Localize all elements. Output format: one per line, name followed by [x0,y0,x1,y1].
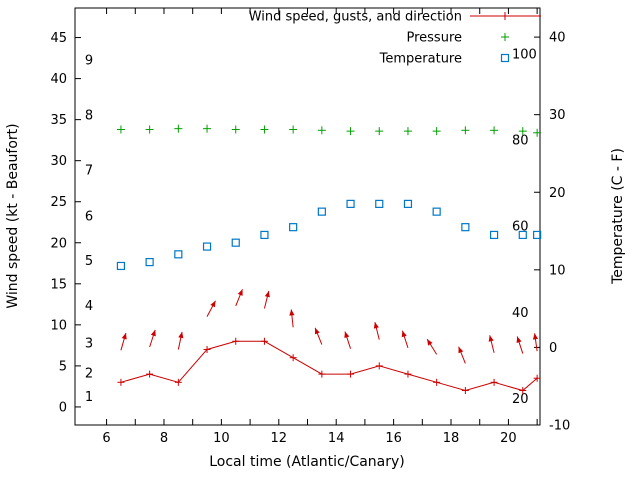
y-left-axis-title: Wind speed (kt - Beaufort) [5,123,21,308]
y-left-tick-label: 40 [50,72,67,87]
wind-direction-arrowhead [516,336,522,343]
wind-direction-arrowhead [344,331,350,339]
temperature-marker [403,199,413,208]
y-left-tick-label: 45 [50,31,67,46]
legend-item-label: Temperature [379,52,462,67]
x-tick-label: 8 [160,431,168,446]
legend-item-label: Pressure [406,31,462,46]
beaufort-scale-label: 4 [85,299,93,314]
temperature-marker [518,230,527,240]
beaufort-scale-label: 5 [85,254,93,269]
wind-direction-arrowhead [488,335,494,342]
y-right-tick-label: 0 [549,341,557,356]
wind-direction-arrowhead [532,333,539,340]
temperature-marker [461,223,470,232]
y-right-tick-label: 20 [549,186,566,201]
temperature-marker [174,250,183,259]
x-tick-label: 12 [271,431,288,446]
y-right-axis-title: Temperature (C - F) [610,148,626,285]
fahrenheit-scale-label: 80 [512,134,529,149]
wind-direction-arrowhead [150,329,156,337]
wind-direction-arrowhead [427,339,433,346]
beaufort-scale-label: 7 [85,164,93,179]
temperature-marker [533,230,542,240]
beaufort-scale-label: 8 [85,109,93,124]
wind-direction-arrowhead [210,300,216,308]
temperature-marker [231,238,240,247]
wind-direction-arrowhead [121,332,127,340]
x-tick-label: 10 [213,431,230,446]
temperature-marker [432,207,441,216]
y-right-tick-label: 40 [549,31,566,46]
wind-direction-arrowhead [458,346,464,354]
temperature-marker [375,199,384,208]
x-tick-label: 16 [385,431,402,446]
legend-sample-marker [500,53,510,63]
beaufort-scale-label: 9 [85,54,93,69]
plot-area: 6 8 10 12 14 16 18 20051015202530354045-1001020… [50,7,570,446]
x-tick-label: 14 [328,431,345,446]
y-left-tick-label: 35 [50,113,67,128]
temperature-marker [202,242,212,251]
wind-direction-arrowhead [264,290,270,298]
temperature-marker [489,230,499,240]
temperature-marker [317,207,326,216]
wind-direction-arrowhead [289,309,295,316]
beaufort-scale-label: 3 [85,337,93,352]
y-left-tick-label: 15 [50,277,67,292]
wind-direction-arrowhead [237,289,243,296]
x-axis-title: Local time (Atlantic/Canary) [209,454,405,470]
temperature-marker [145,257,154,267]
temperature-marker [346,199,355,208]
y-left-tick-label: 25 [50,195,67,210]
temperature-marker [289,223,298,232]
y-left-tick-label: 30 [50,154,67,169]
y-right-tick-label: 30 [549,108,566,123]
y-left-tick-label: 5 [59,359,67,374]
beaufort-scale-label: 1 [85,390,93,405]
plot-border [74,7,541,426]
y-right-tick-label: 10 [549,263,566,278]
fahrenheit-scale-label: 40 [512,306,529,321]
y-left-tick-label: 20 [50,236,67,251]
legend-item-label: Wind speed, gusts, and direction [249,10,462,25]
wind-speed-line [120,340,538,392]
x-tick-label: 20 [500,431,517,446]
wind-direction-arrowhead [401,330,407,338]
x-tick-label: 6 [102,431,110,446]
y-left-tick-label: 0 [59,400,67,415]
beaufort-scale-label: 6 [85,210,93,225]
temperature-marker [260,230,269,240]
beaufort-scale-label: 2 [85,366,93,381]
y-left-tick-label: 10 [50,318,67,333]
wind-direction-arrowhead [314,327,320,335]
wind-direction-arrowhead [373,322,379,329]
y-right-tick-label: -10 [549,419,570,434]
fahrenheit-scale-label: 100 [512,47,537,62]
temperature-marker [116,261,126,271]
wind-direction-arrowhead [178,331,184,339]
fahrenheit-scale-label: 20 [512,392,529,407]
x-tick-label: 18 [443,431,460,446]
